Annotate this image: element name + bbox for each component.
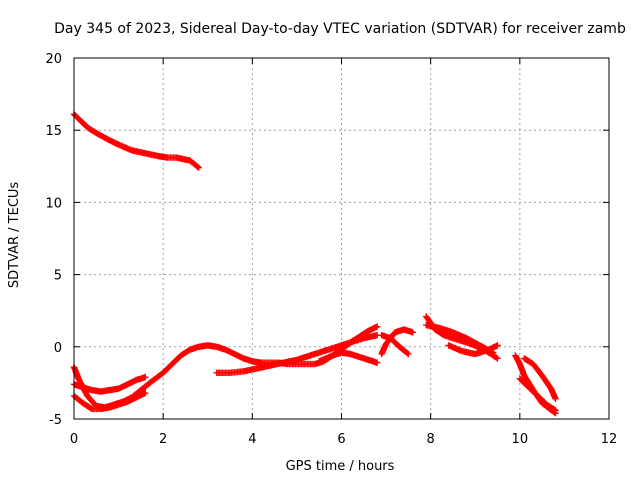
data-series — [213, 332, 381, 376]
chart-title: Day 345 of 2023, Sidereal Day-to-day VTE… — [54, 21, 626, 37]
data-point-marks — [70, 323, 381, 411]
data-point-marks — [516, 375, 559, 414]
x-tick-label: 10 — [512, 432, 529, 447]
data-series — [521, 355, 559, 402]
data-series — [70, 111, 202, 171]
y-tick-label: 20 — [45, 52, 62, 67]
data-point-marks — [213, 332, 381, 376]
data-series — [70, 323, 381, 411]
data-point-marks — [316, 349, 381, 366]
x-tick-label: 0 — [70, 432, 78, 447]
axis-ticks — [73, 57, 610, 420]
x-tick-label: 12 — [601, 432, 618, 447]
y-tick-labels: -5 0 5 10 15 20 — [45, 52, 62, 428]
x-tick-label: 2 — [159, 432, 167, 447]
data-series — [445, 342, 501, 358]
y-axis-label: SDTVAR / TECUs — [7, 182, 22, 289]
x-axis-label: GPS time / hours — [286, 459, 395, 474]
x-tick-label: 4 — [248, 432, 256, 447]
x-tick-labels: 0 2 4 6 8 10 12 — [70, 432, 617, 447]
x-tick-label: 8 — [427, 432, 435, 447]
data-point-marks — [70, 111, 202, 171]
y-tick-label: -5 — [49, 413, 62, 428]
data-series — [516, 375, 559, 414]
data-point-marks — [445, 342, 501, 358]
grid-lines — [74, 58, 609, 419]
y-tick-label: 5 — [54, 269, 62, 284]
y-tick-label: 15 — [45, 124, 62, 139]
data-series — [316, 349, 381, 366]
data-point-marks — [521, 355, 559, 402]
y-tick-label: 10 — [45, 196, 62, 211]
y-tick-label: 0 — [54, 341, 62, 356]
data-series — [378, 332, 412, 358]
x-tick-label: 6 — [337, 432, 345, 447]
data-point-marks — [378, 332, 412, 358]
data-marks — [70, 111, 559, 417]
